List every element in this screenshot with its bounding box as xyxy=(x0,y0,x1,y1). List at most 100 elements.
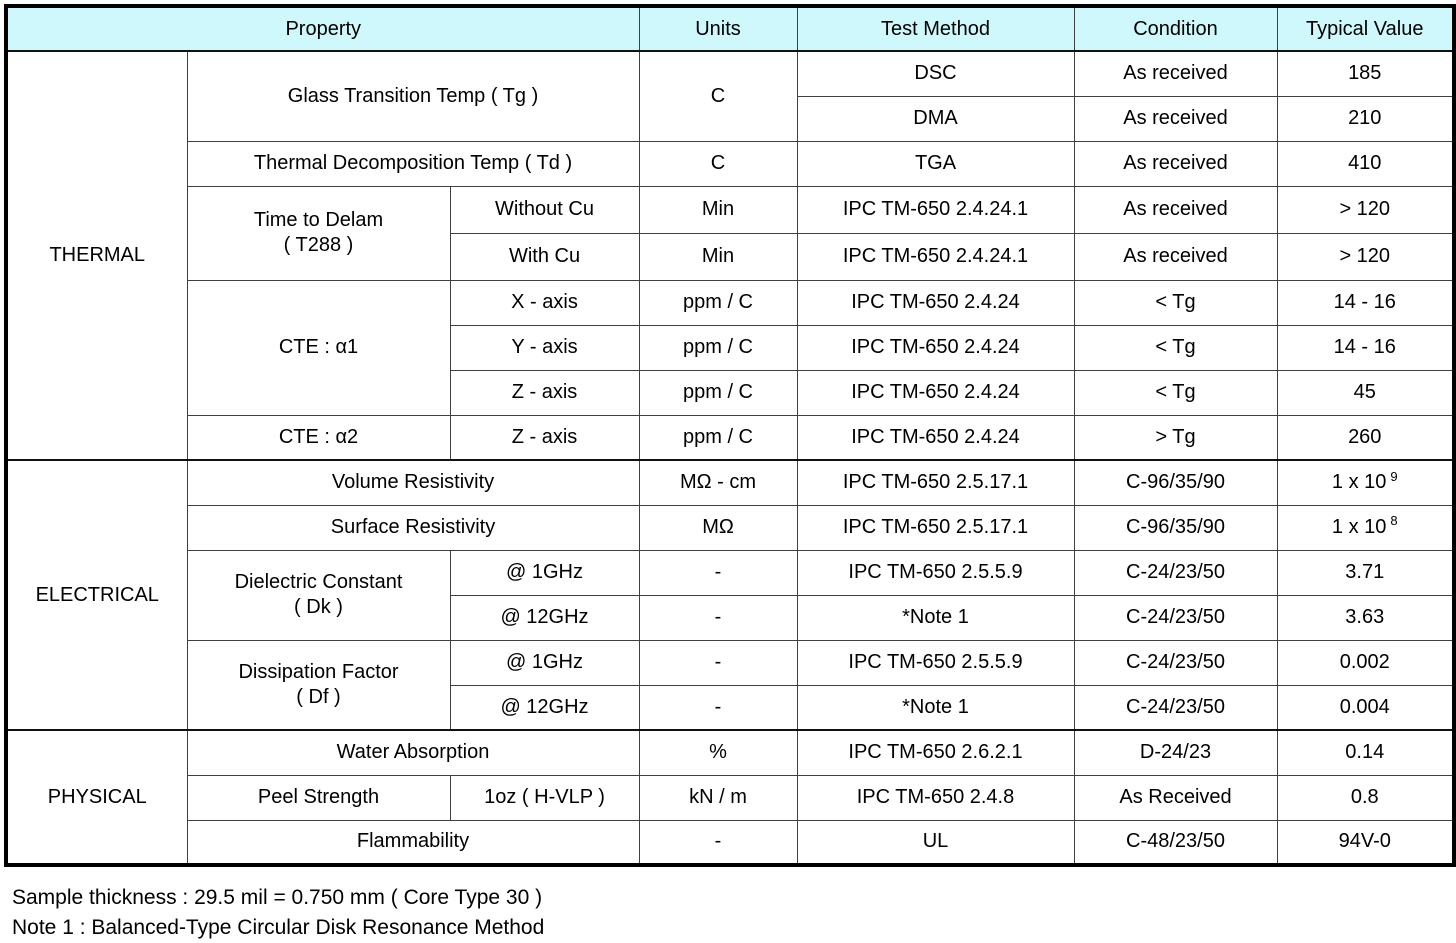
property-cell: Peel Strength xyxy=(186,774,451,821)
table-row: CTE : α1 X - axis ppm / C IPC TM-650 2.4… xyxy=(6,279,1455,416)
property-line: Dissipation Factor xyxy=(238,660,399,683)
condition-cell: As received xyxy=(1073,95,1278,142)
table-row: ELECTRICAL Volume Resistivity MΩ - cm IP… xyxy=(5,459,1455,731)
table-row: DMA As received 210 xyxy=(6,95,1455,142)
units-cell: - xyxy=(638,684,798,731)
property-cell: Dielectric Constant ( Dk ) xyxy=(186,549,451,641)
typical-value-cell: 260 xyxy=(1276,414,1455,461)
test-method-cell: IPC TM-650 2.5.17.1 xyxy=(796,504,1075,551)
test-method-cell: IPC TM-650 2.5.5.9 xyxy=(796,549,1075,596)
typical-value-cell: 0.8 xyxy=(1276,774,1455,821)
typical-value-cell: 14 - 16 xyxy=(1276,324,1455,371)
property-cell: Glass Transition Temp ( Tg ) xyxy=(186,50,640,142)
condition-cell: As Received xyxy=(1073,774,1278,821)
header-typical-value: Typical Value xyxy=(1276,5,1455,52)
condition-cell: > Tg xyxy=(1073,414,1278,461)
test-method-cell: TGA xyxy=(796,140,1075,187)
units-cell: MΩ xyxy=(638,504,798,551)
condition-cell: As received xyxy=(1073,50,1278,97)
property-cell: Volume Resistivity xyxy=(186,459,640,506)
material-properties-table: Property Units Test Method Condition Typ… xyxy=(4,4,1456,867)
test-method-cell: IPC TM-650 2.4.8 xyxy=(796,774,1075,821)
condition-cell: C-24/23/50 xyxy=(1073,594,1278,641)
units-cell: - xyxy=(638,549,798,596)
property-sub-cell: Z - axis xyxy=(449,414,640,461)
table-row: Thermal Decomposition Temp ( Td ) C TGA … xyxy=(6,140,1455,187)
typical-value-cell: 14 - 16 xyxy=(1276,279,1455,326)
typical-value-cell: 0.004 xyxy=(1276,684,1455,731)
property-cell: Flammability xyxy=(186,819,640,866)
units-cell: - xyxy=(638,819,798,866)
test-method-cell: DSC xyxy=(796,50,1075,97)
property-sub-cell: @ 1GHz xyxy=(449,639,640,686)
units-cell: % xyxy=(638,729,798,776)
table-row: Surface Resistivity MΩ IPC TM-650 2.5.17… xyxy=(6,504,1455,551)
value-base: 1 x 10 xyxy=(1331,516,1387,538)
header-property: Property xyxy=(5,5,640,52)
units-cell: MΩ - cm xyxy=(638,459,798,506)
section-label-thermal: THERMAL xyxy=(5,50,188,461)
property-sub-cell: X - axis xyxy=(449,279,640,326)
header-units: Units xyxy=(638,5,798,52)
property-cell: Dissipation Factor ( Df ) xyxy=(186,639,451,731)
units-cell: ppm / C xyxy=(638,279,798,326)
header-row: Property Units Test Method Condition Typ… xyxy=(5,5,1455,52)
test-method-cell: *Note 1 xyxy=(796,594,1075,641)
condition-cell: C-96/35/90 xyxy=(1073,459,1278,506)
condition-cell: < Tg xyxy=(1073,369,1278,416)
property-sub-cell: @ 12GHz xyxy=(449,594,640,641)
property-line: Time to Delam xyxy=(253,209,384,231)
property-cell: CTE : α1 xyxy=(186,279,451,416)
typical-value-cell: 210 xyxy=(1276,95,1455,142)
table-row: CTE : α2 Z - axis ppm / C IPC TM-650 2.4… xyxy=(6,414,1455,461)
property-sub-cell: Without Cu xyxy=(449,185,640,234)
test-method-cell: IPC TM-650 2.6.2.1 xyxy=(796,729,1075,776)
condition-cell: C-24/23/50 xyxy=(1073,639,1278,686)
table-row: PHYSICAL Water Absorption % IPC TM-650 2… xyxy=(5,729,1455,866)
value-base: 1 x 10 xyxy=(1331,471,1387,494)
table-row: Flammability - UL C-48/23/50 94V-0 xyxy=(6,819,1455,866)
units-cell: ppm / C xyxy=(638,324,798,371)
condition-cell: As received xyxy=(1073,185,1278,234)
typical-value-cell: 0.14 xyxy=(1276,729,1455,776)
test-method-cell: IPC TM-650 2.4.24 xyxy=(796,279,1075,326)
property-sub-cell: @ 1GHz xyxy=(449,549,640,596)
table-row: Dielectric Constant ( Dk ) @ 1GHz - IPC … xyxy=(6,549,1455,641)
property-cell: CTE : α2 xyxy=(186,414,451,461)
table-row: Time to Delam ( T288 ) Without Cu Min IP… xyxy=(6,185,1455,281)
units-cell: C xyxy=(638,140,798,187)
typical-value-cell: 1 x 10 8 xyxy=(1276,504,1455,551)
test-method-cell: IPC TM-650 2.5.5.9 xyxy=(796,639,1075,686)
condition-cell: < Tg xyxy=(1073,324,1278,371)
property-cell: Thermal Decomposition Temp ( Td ) xyxy=(186,140,640,187)
section-label-physical: PHYSICAL xyxy=(5,729,188,866)
typical-value-cell: 410 xyxy=(1276,140,1455,187)
value-exponent: 9 xyxy=(1390,468,1398,484)
units-cell: - xyxy=(638,594,798,641)
section-label-electrical: ELECTRICAL xyxy=(5,459,188,731)
test-method-cell: IPC TM-650 2.4.24 xyxy=(796,324,1075,371)
typical-value-cell: 45 xyxy=(1276,369,1455,416)
table-row: Peel Strength 1oz ( H-VLP ) kN / m IPC T… xyxy=(6,774,1455,821)
units-cell: Min xyxy=(638,232,798,281)
footnote-sample-thickness: Sample thickness : 29.5 mil = 0.750 mm (… xyxy=(12,886,543,909)
header-condition: Condition xyxy=(1073,5,1278,52)
value-exponent: 8 xyxy=(1390,513,1398,529)
property-sub-cell: 1oz ( H-VLP ) xyxy=(449,774,640,821)
table-row: Y - axis ppm / C IPC TM-650 2.4.24 < Tg … xyxy=(6,324,1455,371)
property-line: Dielectric Constant xyxy=(234,571,403,593)
table-row: THERMAL Glass Transition Temp ( Tg ) C D… xyxy=(5,50,1455,461)
condition-cell: As received xyxy=(1073,232,1278,281)
property-line: ( Df ) xyxy=(296,685,341,708)
condition-cell: C-24/23/50 xyxy=(1073,684,1278,731)
condition-cell: < Tg xyxy=(1073,279,1278,326)
test-method-cell: DMA xyxy=(796,95,1075,142)
test-method-cell: IPC TM-650 2.4.24 xyxy=(796,414,1075,461)
units-cell: kN / m xyxy=(638,774,798,821)
property-line: ( T288 ) xyxy=(283,234,354,256)
table-row: Dissipation Factor ( Df ) @ 1GHz - IPC T… xyxy=(6,639,1455,731)
units-cell: C xyxy=(638,50,798,142)
condition-cell: C-96/35/90 xyxy=(1073,504,1278,551)
property-sub-cell: With Cu xyxy=(449,232,640,281)
typical-value-cell: 3.63 xyxy=(1276,594,1455,641)
